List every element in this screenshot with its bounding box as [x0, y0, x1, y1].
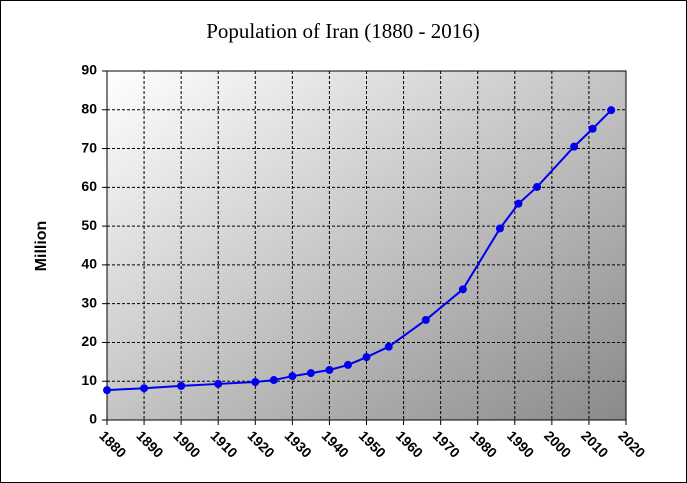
- y-tick-label: 70: [81, 139, 97, 155]
- y-tick-label: 50: [81, 217, 97, 233]
- point: [362, 353, 371, 362]
- point: [288, 372, 297, 381]
- point: [533, 182, 542, 191]
- point: [570, 142, 579, 151]
- point: [588, 124, 597, 133]
- plot-border: [106, 70, 627, 421]
- y-tick-label: 0: [89, 411, 97, 427]
- point: [251, 377, 260, 386]
- point: [269, 376, 278, 385]
- point: [214, 379, 223, 388]
- y-tick-label: 60: [81, 178, 97, 194]
- point: [495, 224, 504, 233]
- point: [458, 285, 467, 294]
- y-tick-label: 80: [81, 100, 97, 116]
- line: [106, 109, 612, 392]
- y-tick-label: 20: [81, 333, 97, 349]
- point: [343, 360, 352, 369]
- point: [306, 369, 315, 378]
- point: [514, 199, 523, 208]
- y-axis-label: Million: [33, 221, 50, 272]
- y-tick-label: 10: [81, 372, 97, 388]
- chart-title: Population of Iran (1880 - 2016): [206, 19, 480, 43]
- point: [384, 342, 393, 351]
- point: [103, 386, 111, 395]
- point: [607, 106, 616, 115]
- point: [421, 315, 430, 324]
- point: [177, 381, 186, 390]
- point: [325, 365, 334, 374]
- point: [140, 384, 149, 393]
- y-tick-label: 30: [81, 294, 97, 310]
- y-tick-label: 40: [81, 256, 97, 272]
- y-tick-label: 90: [81, 62, 97, 78]
